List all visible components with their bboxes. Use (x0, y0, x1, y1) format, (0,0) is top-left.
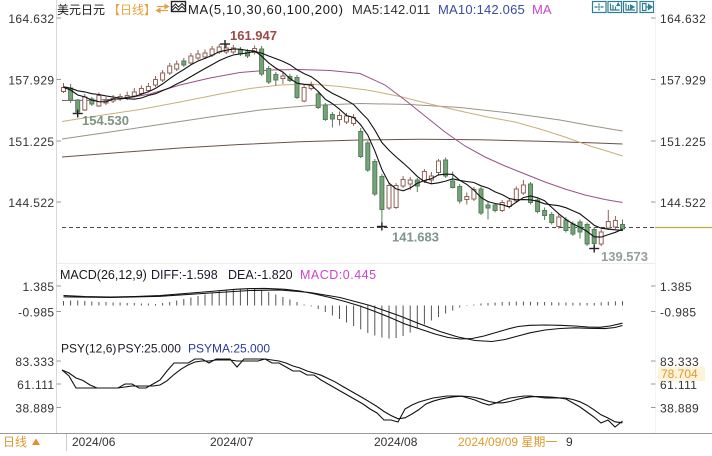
svg-text:-0.985: -0.985 (660, 306, 696, 320)
svg-text:83.333: 83.333 (15, 355, 54, 369)
svg-text:2024/08: 2024/08 (374, 435, 418, 449)
svg-text:PSYMA:25.000: PSYMA:25.000 (188, 342, 270, 356)
svg-text:2024/09/09 星期一: 2024/09/09 星期一 (458, 435, 557, 449)
svg-text:日线: 日线 (3, 435, 27, 449)
svg-text:151.225: 151.225 (660, 135, 706, 149)
svg-text:38.889: 38.889 (15, 402, 54, 416)
svg-text:151.225: 151.225 (8, 135, 54, 149)
svg-text:美元日元: 美元日元 (57, 3, 105, 17)
svg-text:164.632: 164.632 (660, 12, 706, 26)
svg-text:MACD:0.445: MACD:0.445 (300, 268, 377, 282)
svg-text:MA(5,10,30,60,100,200): MA(5,10,30,60,100,200) (188, 2, 344, 17)
svg-text:MA5:142.011: MA5:142.011 (352, 2, 431, 17)
svg-text:【日线】: 【日线】 (108, 3, 156, 17)
svg-text:61.111: 61.111 (660, 378, 697, 392)
svg-text:78.704: 78.704 (661, 367, 698, 381)
svg-text:MA: MA (532, 2, 552, 17)
svg-text:2024/07: 2024/07 (210, 435, 254, 449)
svg-text:144.522: 144.522 (8, 196, 54, 210)
svg-text:139.573: 139.573 (601, 249, 648, 264)
svg-text:141.683: 141.683 (392, 230, 439, 245)
svg-text:38.889: 38.889 (660, 402, 699, 416)
svg-text:MA10:142.065: MA10:142.065 (438, 2, 525, 17)
svg-text:164.632: 164.632 (8, 12, 54, 26)
svg-text:157.929: 157.929 (660, 74, 706, 88)
svg-text:83.333: 83.333 (660, 355, 699, 369)
svg-text:2024/06: 2024/06 (72, 435, 116, 449)
svg-text:PSY:25.000: PSY:25.000 (118, 342, 182, 356)
svg-text:157.929: 157.929 (8, 74, 54, 88)
svg-text:-0.985: -0.985 (18, 306, 54, 320)
svg-text:161.947: 161.947 (230, 28, 277, 43)
svg-text:61.111: 61.111 (17, 378, 54, 392)
svg-text:DEA:-1.820: DEA:-1.820 (228, 268, 293, 282)
svg-text:154.530: 154.530 (82, 113, 129, 128)
svg-text:1.385: 1.385 (660, 280, 692, 294)
svg-text:DIFF:-1.598: DIFF:-1.598 (151, 268, 218, 282)
svg-text:1.385: 1.385 (22, 280, 54, 294)
svg-text:9: 9 (566, 435, 573, 449)
svg-text:144.522: 144.522 (660, 196, 706, 210)
svg-text:MACD(26,12,9): MACD(26,12,9) (60, 268, 147, 282)
svg-text:PSY(12,6): PSY(12,6) (61, 342, 116, 356)
